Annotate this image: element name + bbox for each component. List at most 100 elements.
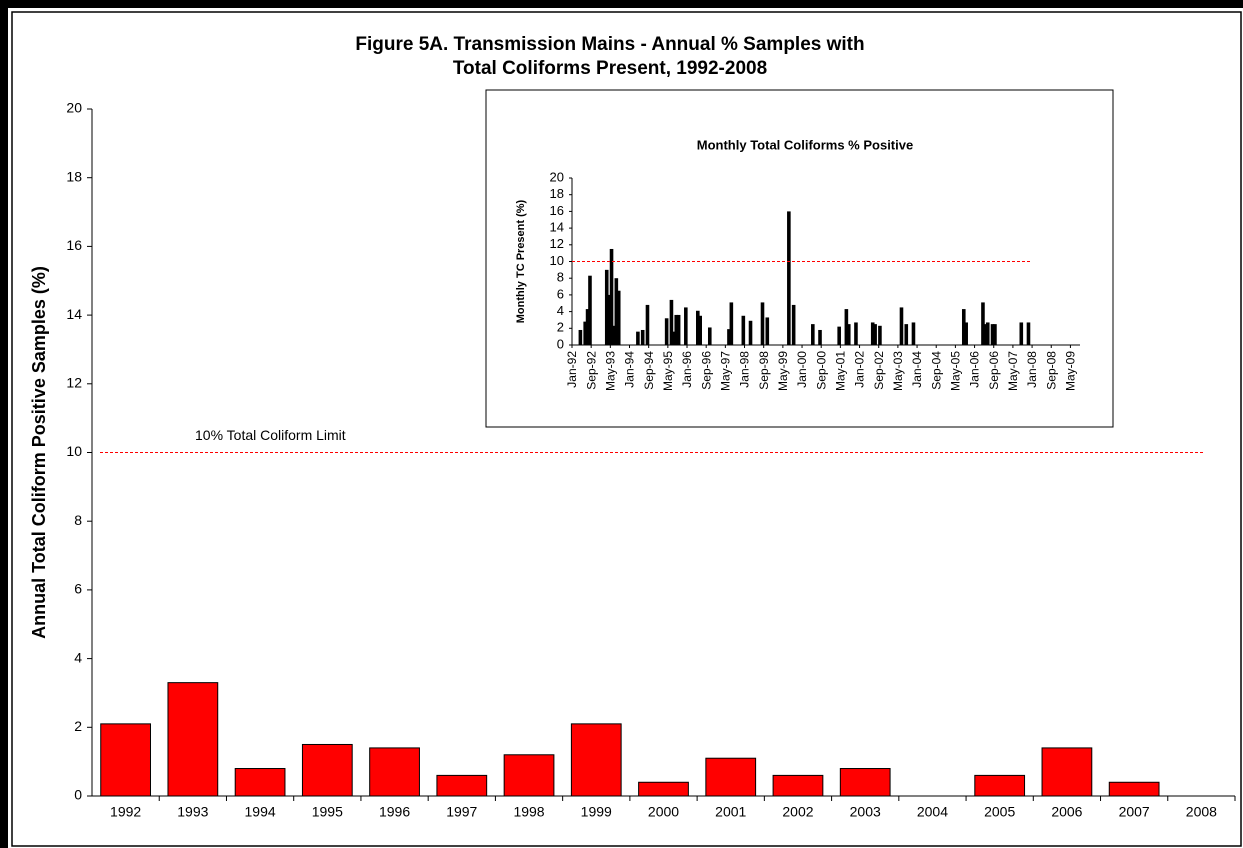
- x-tick-label: May-03: [891, 351, 905, 391]
- x-tick-label: Sep-98: [757, 351, 771, 390]
- x-tick-label: May-93: [604, 351, 618, 391]
- x-tick-label: Jan-94: [623, 351, 637, 388]
- bar: [672, 331, 676, 345]
- x-tick-label: Sep-94: [642, 351, 656, 390]
- y-tick-label: 6: [557, 286, 564, 301]
- x-tick-label: Jan-08: [1025, 351, 1039, 388]
- y-axis-label: Monthly TC Present (%): [515, 199, 527, 323]
- x-tick-label: Jan-00: [795, 351, 809, 388]
- bar: [669, 299, 674, 345]
- bar: [301, 743, 353, 797]
- y-tick-label: 4: [557, 303, 564, 318]
- bar: [612, 325, 616, 345]
- x-tick-label: Sep-96: [699, 351, 713, 390]
- x-tick-label: May-99: [776, 351, 790, 391]
- x-tick-label: May-07: [1006, 351, 1020, 391]
- frame: [11, 11, 1242, 847]
- x-tick-label: Jan-04: [910, 351, 924, 388]
- x-tick-label: Sep-08: [1044, 351, 1058, 390]
- bar: [990, 324, 995, 345]
- bar: [839, 768, 891, 797]
- y-tick-label: 2: [74, 718, 82, 734]
- x-tick-label: May-05: [949, 351, 963, 391]
- x-tick-label: 1993: [177, 804, 208, 820]
- bar: [729, 302, 734, 345]
- x-tick-label: Sep-92: [584, 351, 598, 390]
- bar: [645, 304, 650, 345]
- y-tick-label: 10: [66, 443, 82, 459]
- bar: [837, 326, 841, 345]
- bar: [772, 774, 824, 797]
- x-tick-label: 1996: [379, 804, 410, 820]
- bar: [844, 309, 849, 345]
- x-tick-label: Jan-02: [853, 351, 867, 388]
- x-tick-label: 2002: [782, 804, 813, 820]
- x-tick-label: 2006: [1051, 804, 1082, 820]
- x-tick-label: 1995: [312, 804, 343, 820]
- bar: [873, 324, 877, 345]
- x-tick-label: 1999: [581, 804, 612, 820]
- bar: [167, 682, 219, 797]
- bar: [234, 768, 286, 797]
- y-tick-label: 16: [550, 203, 564, 218]
- bar: [578, 329, 583, 345]
- bar: [707, 327, 712, 345]
- bar: [899, 307, 904, 345]
- bar: [741, 315, 746, 345]
- y-tick-label: 6: [74, 581, 82, 597]
- bar: [588, 275, 592, 345]
- bar: [676, 314, 681, 345]
- bar: [727, 329, 731, 345]
- bar: [684, 307, 688, 345]
- y-tick-label: 16: [66, 237, 82, 253]
- x-tick-label: 2008: [1186, 804, 1217, 820]
- x-tick-label: 2001: [715, 804, 746, 820]
- x-tick-label: May-95: [661, 351, 675, 391]
- y-tick-label: 4: [74, 649, 82, 665]
- x-tick-label: 1992: [110, 804, 141, 820]
- x-tick-label: May-97: [719, 351, 733, 391]
- y-tick-label: 10: [550, 253, 564, 268]
- bar: [674, 314, 679, 345]
- x-tick-label: Sep-04: [929, 351, 943, 390]
- x-tick-label: 2000: [648, 804, 679, 820]
- bar: [993, 324, 997, 345]
- x-tick-label: Sep-00: [814, 351, 828, 390]
- bar: [765, 317, 770, 345]
- x-tick-label: 1997: [446, 804, 477, 820]
- y-tick-label: 8: [557, 270, 564, 285]
- bar: [696, 310, 700, 345]
- x-tick-label: May-01: [834, 351, 848, 391]
- bar: [616, 290, 621, 345]
- y-tick-label: 8: [74, 512, 82, 528]
- x-tick-label: Jan-92: [565, 351, 579, 388]
- bar: [985, 322, 990, 345]
- bar: [1108, 781, 1160, 797]
- bar: [811, 324, 815, 345]
- chart-title: Monthly Total Coliforms % Positive: [697, 137, 913, 152]
- x-tick-label: Jan-06: [968, 351, 982, 388]
- bar: [436, 774, 488, 797]
- x-tick-label: May-09: [1064, 351, 1078, 391]
- bar: [974, 774, 1026, 797]
- bar: [369, 747, 420, 797]
- x-tick-label: 1998: [513, 804, 544, 820]
- y-tick-label: 18: [550, 186, 564, 201]
- x-tick-label: 2005: [984, 804, 1015, 820]
- x-tick-label: Jan-96: [680, 351, 694, 388]
- bar: [636, 331, 640, 345]
- bar: [638, 781, 689, 797]
- frame-left: [0, 0, 8, 848]
- bar: [705, 757, 757, 797]
- y-tick-label: 0: [74, 787, 82, 803]
- bar: [846, 324, 851, 345]
- y-tick-label: 14: [550, 220, 564, 235]
- bar: [904, 324, 909, 345]
- bar: [818, 329, 822, 345]
- x-tick-label: Jan-98: [738, 351, 752, 388]
- bar: [787, 211, 791, 345]
- x-tick-label: Sep-06: [987, 351, 1001, 390]
- bar: [609, 248, 614, 345]
- chart-title: Total Coliforms Present, 1992-2008: [453, 58, 767, 79]
